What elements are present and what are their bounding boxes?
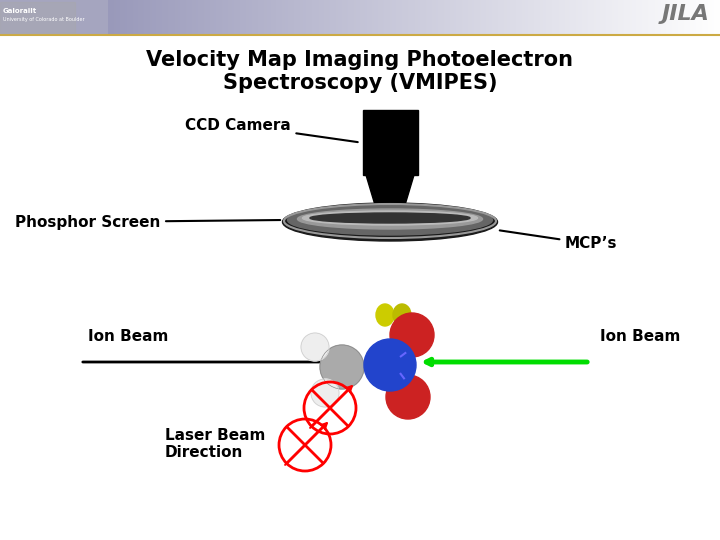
- Text: Ion Beam: Ion Beam: [600, 329, 680, 344]
- Ellipse shape: [310, 213, 470, 223]
- Ellipse shape: [287, 205, 492, 235]
- Bar: [362, 110, 418, 175]
- Circle shape: [311, 379, 339, 407]
- Text: MCP’s: MCP’s: [500, 231, 618, 252]
- Circle shape: [390, 313, 434, 357]
- Circle shape: [386, 375, 430, 419]
- Ellipse shape: [297, 209, 482, 229]
- Ellipse shape: [393, 304, 411, 326]
- Polygon shape: [366, 175, 414, 205]
- Circle shape: [301, 333, 329, 361]
- Ellipse shape: [302, 211, 477, 225]
- Text: Velocity Map Imaging Photoelectron
Spectroscopy (VMIPES): Velocity Map Imaging Photoelectron Spect…: [146, 50, 574, 93]
- Ellipse shape: [376, 304, 394, 326]
- Text: Phosphor Screen: Phosphor Screen: [15, 214, 280, 230]
- Ellipse shape: [282, 203, 498, 241]
- Circle shape: [364, 339, 416, 391]
- Text: CCD Camera: CCD Camera: [185, 118, 358, 142]
- Bar: [0, 2, 75, 33]
- Text: Laser Beam
Direction: Laser Beam Direction: [165, 428, 266, 461]
- Text: University of Colorado at Boulder: University of Colorado at Boulder: [3, 17, 85, 22]
- Circle shape: [320, 345, 364, 389]
- Text: JILA: JILA: [662, 4, 710, 24]
- Text: Ion Beam: Ion Beam: [88, 329, 168, 344]
- Text: Galorailt: Galorailt: [3, 8, 37, 14]
